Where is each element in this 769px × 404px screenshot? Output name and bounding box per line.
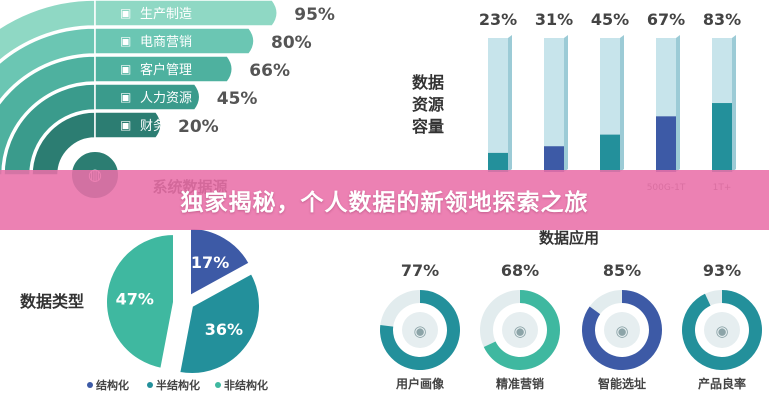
yield-chart-icon: ◉ <box>715 322 728 340</box>
legend-dot-3 <box>215 382 221 388</box>
capacity-bar-side-4 <box>676 35 680 172</box>
data-type-pie-chart: 数据类型 17% 36% 47% 结构化 半结构化 非结构化 <box>20 226 268 392</box>
source-icon-3: ▣ <box>120 62 131 76</box>
source-label-4: 人力资源 <box>140 91 192 106</box>
app-label-3: 智能选址 <box>597 376 646 391</box>
app-value-2: 68% <box>501 261 539 280</box>
capacity-value-1: 23% <box>479 10 517 29</box>
source-value-3: 66% <box>249 61 290 81</box>
app-icon-bg-1 <box>402 312 438 348</box>
app-value-3: 85% <box>603 261 641 280</box>
data-type-title: 数据类型 <box>20 292 84 311</box>
source-label-1: 生产制造 <box>140 7 192 22</box>
source-chart-panel: ▣生产制造95%▣电商营销80%▣客户管理66%▣人力资源45%▣财务20%◍系… <box>0 0 340 200</box>
capacity-bar-3 <box>600 134 620 172</box>
data-type-panel: 数据类型 17% 36% 47% 结构化 半结构化 非结构化 <box>0 225 360 400</box>
source-bar-5 <box>94 111 162 139</box>
source-arc-chart: ▣生产制造95%▣电商营销80%▣客户管理66%▣人力资源45%▣财务20%◍系… <box>0 0 335 200</box>
app-donut-2 <box>483 290 560 370</box>
data-type-value-2: 36% <box>205 320 243 339</box>
source-value-4: 45% <box>217 89 258 109</box>
title-banner: 独家揭秘，个人数据的新领地探索之旅 <box>0 170 769 230</box>
capacity-bar-side-5 <box>732 35 736 172</box>
source-bar-3 <box>94 55 234 83</box>
capacity-ylabel-2: 资源 <box>412 95 444 114</box>
capacity-value-5: 83% <box>703 10 741 29</box>
data-type-value-1: 17% <box>191 253 229 272</box>
capacity-bar-2 <box>544 146 564 172</box>
capacity-bar-side-2 <box>564 35 568 172</box>
user-portrait-icon: ◉ <box>413 322 426 340</box>
source-bar-4 <box>94 83 201 111</box>
source-icon-1: ▣ <box>120 6 131 20</box>
source-icon-4: ▣ <box>120 90 131 104</box>
application-panel: 数据应用 ◉ 77% 用户画像 ◉ 68% 精准营销 ◉ 85% 智能选址 ◉ 93% 产品良率 <box>370 225 769 400</box>
source-value-1: 95% <box>294 5 335 25</box>
app-label-2: 精准营销 <box>496 376 544 391</box>
data-type-slice-2 <box>178 271 261 375</box>
capacity-bar-side-3 <box>620 35 624 172</box>
app-icon-bg-3 <box>604 312 640 348</box>
source-bar-1 <box>94 0 278 27</box>
location-icon: ◉ <box>615 322 628 340</box>
app-donut-1 <box>380 290 460 370</box>
source-value-5: 20% <box>178 117 219 137</box>
source-icon-2: ▣ <box>120 34 131 48</box>
capacity-bar-1 <box>488 152 508 172</box>
source-label-3: 客户管理 <box>140 62 192 78</box>
app-donut-4 <box>682 290 762 370</box>
source-value-2: 80% <box>271 33 312 53</box>
capacity-value-4: 67% <box>647 10 685 29</box>
app-label-4: 产品良率 <box>698 376 746 391</box>
data-type-value-3: 47% <box>116 289 154 308</box>
capacity-bar-4 <box>656 116 676 172</box>
capacity-ylabel-1: 数据 <box>412 73 444 92</box>
legend-label-2: 半结构化 <box>156 378 200 392</box>
app-value-4: 93% <box>703 261 741 280</box>
data-type-slice-3 <box>104 232 175 370</box>
application-title: 数据应用 <box>539 229 599 247</box>
capacity-bar-side-1 <box>508 35 512 172</box>
capacity-bar-track-2 <box>544 38 564 172</box>
application-donut-charts: 数据应用 ◉ 77% 用户画像 ◉ 68% 精准营销 ◉ 85% 智能选址 ◉ 93% 产品良率 <box>380 229 763 391</box>
app-icon-bg-2 <box>502 312 538 348</box>
source-bar-2 <box>94 27 255 55</box>
capacity-value-2: 31% <box>535 10 573 29</box>
legend-label-1: 结构化 <box>95 378 129 392</box>
app-icon-bg-4 <box>704 312 740 348</box>
capacity-bar-5 <box>712 103 732 172</box>
source-label-2: 电商营销 <box>140 35 192 50</box>
marketing-icon: ◉ <box>513 322 526 340</box>
app-donut-3 <box>582 290 662 370</box>
capacity-bar-track-1 <box>488 38 508 172</box>
banner-title: 独家揭秘，个人数据的新领地探索之旅 <box>180 190 589 216</box>
app-value-1: 77% <box>401 261 439 280</box>
source-label-5: 财务 <box>140 118 166 134</box>
app-label-1: 用户画像 <box>395 376 445 391</box>
legend-dot-2 <box>147 382 153 388</box>
source-icon-5: ▣ <box>120 118 131 132</box>
legend-label-3: 非结构化 <box>224 378 268 392</box>
legend-dot-1 <box>87 382 93 388</box>
capacity-value-3: 45% <box>591 10 629 29</box>
capacity-ylabel-3: 容量 <box>411 117 444 136</box>
